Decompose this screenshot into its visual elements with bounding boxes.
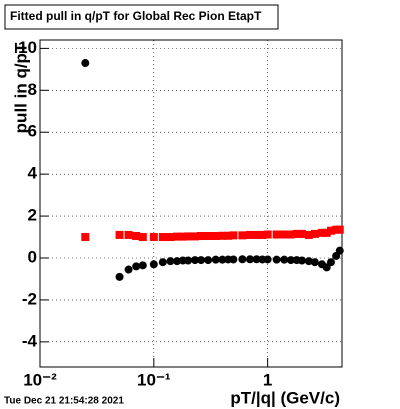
point [246,230,255,239]
point [138,261,147,270]
point [326,258,335,267]
point [252,230,261,239]
point [190,232,199,241]
y-tick-label: 10 [18,38,37,57]
point [263,230,272,239]
x-tick-label: 10⁻² [23,370,57,389]
point [263,255,272,264]
point [173,257,182,266]
point [229,231,238,240]
point [286,230,295,239]
point [238,231,247,240]
x-tick-label: 1 [263,370,272,389]
x-tick-label: 10⁻¹ [137,370,171,389]
point [335,225,344,234]
point [158,258,167,267]
point [229,255,238,264]
point [258,230,267,239]
point [190,256,199,265]
point [184,256,193,265]
point [204,256,213,265]
point [297,256,306,265]
point [218,255,227,264]
point [246,255,255,264]
point [132,262,141,271]
point [272,255,281,264]
footer: Tue Dec 21 21:54:28 2021 [4,396,124,407]
y-axis-label: pull in q/pT [11,42,30,133]
point [224,231,233,240]
point [115,230,124,239]
plot-frame [39,39,343,368]
point [252,255,261,264]
point [280,255,289,264]
point [317,228,326,237]
y-tick-label: 2 [28,206,37,225]
point [211,255,220,264]
point [197,231,206,240]
point [81,233,90,242]
point [304,257,313,266]
point [124,230,133,239]
point [149,233,158,242]
y-tick-label: 4 [28,164,38,183]
y-tick-label: -2 [22,289,37,308]
point [178,232,187,241]
chart-title: Fitted pull in q/pT for Global Rec Pion … [10,9,262,23]
point [238,255,247,264]
y-tick-label: 0 [28,247,37,266]
point [197,256,206,265]
y-tick-label: 8 [28,80,37,99]
point [272,230,281,239]
x-axis-label: pT/|q| (GeV/c) [230,388,340,407]
point [81,59,90,68]
point [132,231,141,240]
point [184,232,193,241]
point [335,246,344,255]
point [280,230,289,239]
point [166,257,175,266]
point [166,233,175,242]
y-tick-label: -4 [22,331,38,350]
point [286,256,295,265]
point [173,232,182,241]
point [124,265,133,274]
title-box [4,4,279,30]
y-tick-label: 6 [28,122,37,141]
point [149,260,158,269]
point [211,231,220,240]
point [304,230,313,239]
point [115,272,124,281]
point [158,233,167,242]
point [322,228,331,237]
point [138,233,147,242]
point [326,226,335,235]
point [310,258,319,267]
point [292,229,301,238]
point [297,229,306,238]
point [218,231,227,240]
point [310,229,319,238]
point [204,231,213,240]
